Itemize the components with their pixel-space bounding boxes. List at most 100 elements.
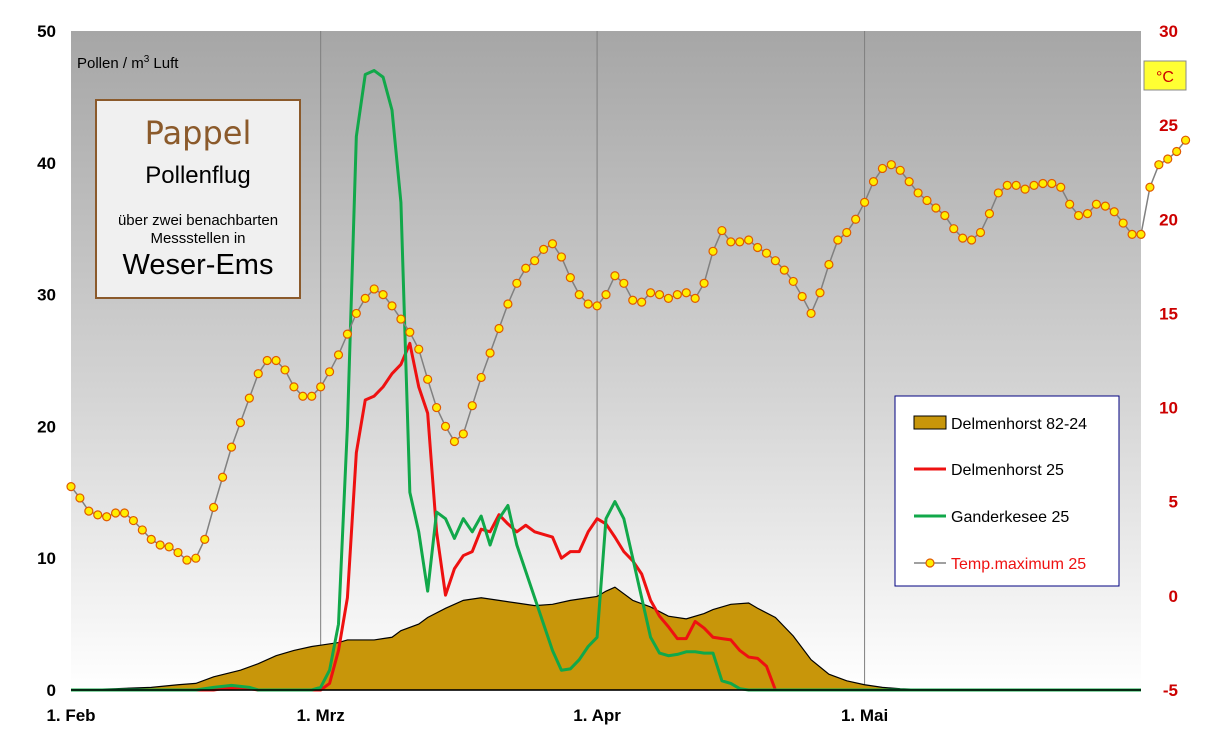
temp-point: [1163, 154, 1173, 164]
temp-point: [779, 265, 789, 275]
temp-point: [1002, 180, 1012, 190]
temp-point: [1136, 229, 1146, 239]
temp-point: [1118, 218, 1128, 228]
legend-label: Delmenhorst 25: [951, 462, 1064, 479]
left-tick-label: 20: [37, 417, 56, 436]
temp-point: [815, 288, 825, 298]
temp-point: [797, 291, 807, 302]
temp-point: [761, 248, 772, 258]
temp-point: [895, 165, 905, 175]
temp-point: [735, 237, 745, 247]
temp-point: [164, 542, 174, 552]
temperature-markers-layer: [66, 135, 1191, 565]
temp-point: [663, 293, 674, 303]
temp-point: [1180, 135, 1191, 145]
right-tick-label: -5: [1163, 681, 1178, 700]
temp-point: [137, 525, 147, 535]
title-box-subtitle: Pollenflug: [145, 162, 250, 189]
temp-point: [307, 391, 317, 401]
temp-point: [1065, 199, 1075, 209]
temp-point: [458, 429, 468, 439]
temp-point: [182, 555, 192, 565]
temp-point: [217, 472, 228, 482]
right-tick-label: 30: [1159, 22, 1178, 41]
temp-point: [119, 508, 130, 518]
right-tick-label: 0: [1169, 587, 1178, 606]
temp-point: [966, 235, 977, 245]
temp-point: [494, 323, 504, 334]
temp-point: [949, 224, 959, 234]
legend-item-delmenhorst-25: Delmenhorst 25: [914, 462, 1064, 479]
title-box-region: Weser-Ems: [123, 249, 274, 281]
temp-point: [155, 540, 165, 550]
line-series-layer: [71, 69, 1141, 692]
temp-point: [84, 506, 94, 516]
temp-point: [423, 374, 433, 384]
temp-point: [877, 163, 888, 174]
temp-point: [752, 242, 763, 253]
right-tick-label: 25: [1159, 116, 1178, 135]
area-series-layer: [70, 586, 954, 691]
x-tick-label: 1. Apr: [573, 706, 621, 725]
temp-point: [913, 188, 923, 198]
temp-point: [503, 299, 513, 309]
right-tick-label: 10: [1159, 399, 1178, 418]
right-axis-tick-labels: -5 0 5 10 15 20 25 30: [1159, 22, 1178, 700]
x-tick-label: 1. Mai: [841, 706, 888, 725]
temp-point: [1154, 160, 1164, 170]
temp-point: [931, 203, 941, 213]
temp-point: [940, 210, 950, 221]
temp-point: [788, 276, 798, 287]
temp-point: [378, 290, 388, 300]
temp-point: [324, 367, 335, 377]
legend-item-delmenhorst-82-24: Delmenhorst 82-24: [913, 415, 1087, 433]
left-tick-label: 40: [37, 154, 56, 173]
temp-point: [351, 308, 361, 319]
vertical-gridlines: [320, 31, 866, 690]
temp-point: [717, 225, 727, 236]
temp-point: [619, 278, 629, 288]
temp-point: [574, 290, 584, 300]
temp-point: [601, 290, 611, 300]
temp-point: [530, 256, 540, 266]
temp-point: [476, 372, 486, 383]
left-axis-label: Pollen / m3 Luft: [77, 54, 179, 72]
temp-point: [1011, 180, 1021, 190]
temp-point: [521, 263, 531, 273]
temp-point: [1073, 210, 1084, 221]
temp-point: [333, 350, 344, 360]
temp-point: [806, 308, 816, 319]
temp-point: [547, 239, 558, 249]
temp-point: [128, 515, 139, 526]
temp-point: [1038, 178, 1048, 189]
temp-point: [440, 421, 451, 431]
left-tick-label: 0: [47, 681, 56, 700]
temp-point: [75, 493, 85, 503]
legend-label: Delmenhorst 82-24: [951, 416, 1087, 433]
temp-point: [405, 327, 415, 337]
temp-point: [645, 288, 656, 298]
temp-point: [922, 195, 932, 206]
temp-point: [556, 252, 567, 262]
temp-point: [592, 301, 602, 311]
left-axis-tick-labels: 0 10 20 30 40 50: [37, 22, 56, 700]
left-tick-label: 50: [37, 22, 56, 41]
series-area-delmenhorst-82-24: [70, 586, 954, 691]
temp-point: [200, 534, 210, 544]
temp-point: [1127, 229, 1137, 239]
temp-point: [975, 227, 986, 238]
temp-point: [1056, 182, 1066, 192]
temp-point: [993, 188, 1003, 198]
temp-point: [708, 246, 718, 256]
temp-point: [886, 160, 896, 170]
temp-point: [512, 278, 522, 288]
right-tick-label: 20: [1159, 210, 1178, 229]
series-line-ganderkesee-25: [71, 69, 1141, 692]
temp-point: [316, 382, 326, 392]
legend-item-ganderkesee-25: Ganderkesee 25: [914, 509, 1069, 526]
temp-point: [1091, 199, 1102, 209]
temp-point: [770, 256, 781, 266]
x-tick-label: 1. Feb: [46, 706, 95, 725]
right-axis-unit-badge: °C: [1143, 60, 1187, 91]
temp-point: [538, 244, 549, 255]
